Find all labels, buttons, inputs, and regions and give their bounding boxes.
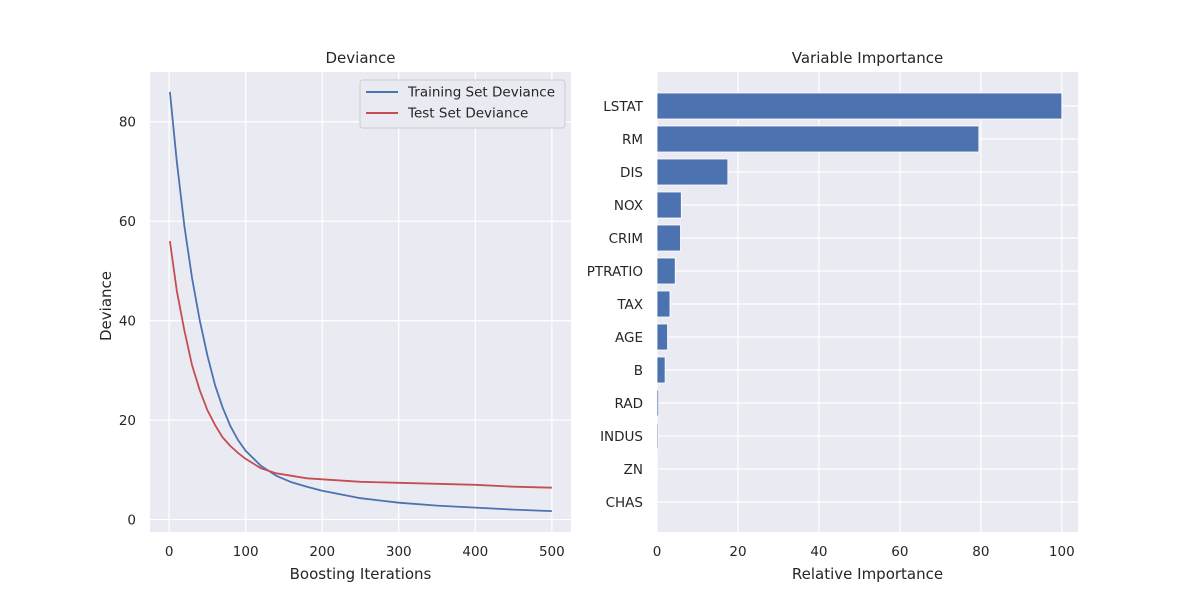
deviance-title: Deviance xyxy=(326,49,396,67)
importance-x-tick-label: 80 xyxy=(972,544,989,560)
category-label-ptratio: PTRATIO xyxy=(587,264,643,280)
deviance-x-tick-label: 200 xyxy=(309,544,335,560)
deviance-grid xyxy=(150,72,571,532)
category-label-tax: TAX xyxy=(616,297,643,313)
deviance-x-tick-label: 400 xyxy=(462,544,488,560)
importance-x-tick-label: 20 xyxy=(729,544,746,560)
deviance-y-ticks: 0 20 40 60 80 xyxy=(119,115,136,529)
category-label-age: AGE xyxy=(615,330,643,346)
category-label-rad: RAD xyxy=(615,396,643,412)
importance-title: Variable Importance xyxy=(792,49,943,67)
importance-x-axis-label: Relative Importance xyxy=(792,565,943,583)
bar-lstat xyxy=(656,92,1063,120)
deviance-y-tick-label: 60 xyxy=(119,214,136,230)
importance-x-tick-label: 0 xyxy=(653,544,662,560)
deviance-plot-area xyxy=(150,72,571,532)
category-label-chas: CHAS xyxy=(606,495,643,511)
deviance-y-axis-label: Deviance xyxy=(97,271,115,341)
bar-indus xyxy=(656,422,659,450)
category-label-zn: ZN xyxy=(624,462,643,478)
deviance-x-tick-label: 100 xyxy=(233,544,259,560)
importance-x-tick-label: 60 xyxy=(891,544,908,560)
deviance-legend: Training Set Deviance Test Set Deviance xyxy=(359,79,566,129)
bar-b xyxy=(656,356,666,384)
deviance-x-tick-label: 300 xyxy=(386,544,412,560)
bar-rm xyxy=(656,125,980,153)
test-deviance-line xyxy=(169,240,552,489)
deviance-y-tick-label: 20 xyxy=(119,413,136,429)
training-deviance-line xyxy=(169,91,552,512)
category-label-nox: NOX xyxy=(614,198,643,214)
legend-label-test: Test Set Deviance xyxy=(407,106,528,122)
importance-chart: LSTAT RM DIS NOX CRIM PTRATIO TAX AGE B RAD INDUS Z… xyxy=(587,49,1078,583)
deviance-y-tick-label: 0 xyxy=(127,513,136,529)
bar-rad xyxy=(656,389,660,417)
deviance-x-tick-label: 500 xyxy=(539,544,565,560)
bar-age xyxy=(656,323,668,351)
category-label-b: B xyxy=(634,363,643,379)
importance-x-tick-label: 100 xyxy=(1049,544,1075,560)
category-label-dis: DIS xyxy=(620,165,643,181)
legend-box xyxy=(359,79,566,129)
importance-x-ticks: 0 20 40 60 80 100 xyxy=(653,544,1075,560)
deviance-x-tick-label: 0 xyxy=(165,544,174,560)
importance-grid xyxy=(656,72,1078,532)
importance-x-tick-label: 40 xyxy=(810,544,827,560)
deviance-x-ticks: 0 100 200 300 400 500 xyxy=(165,544,565,560)
importance-bars xyxy=(656,92,1063,516)
bar-nox xyxy=(656,191,682,219)
category-label-indus: INDUS xyxy=(600,429,643,445)
bar-ptratio xyxy=(656,257,676,285)
legend-label-training: Training Set Deviance xyxy=(407,85,555,101)
deviance-y-tick-label: 40 xyxy=(119,314,136,330)
bar-tax xyxy=(656,290,671,318)
deviance-chart: 0 100 200 300 400 500 0 20 40 60 80 Deviance Boos… xyxy=(97,49,571,583)
bar-crim xyxy=(656,224,681,252)
importance-category-labels: LSTAT RM DIS NOX CRIM PTRATIO TAX AGE B RAD INDUS Z… xyxy=(587,99,644,511)
deviance-y-tick-label: 80 xyxy=(119,115,136,131)
category-label-lstat: LSTAT xyxy=(603,99,643,115)
deviance-x-axis-label: Boosting Iterations xyxy=(290,565,432,583)
deviance-series xyxy=(169,91,552,512)
bar-dis xyxy=(656,158,729,186)
category-label-crim: CRIM xyxy=(609,231,643,247)
category-label-rm: RM xyxy=(622,132,643,148)
